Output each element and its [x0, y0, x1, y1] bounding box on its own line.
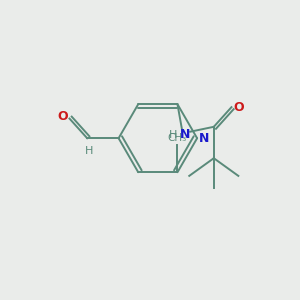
Text: CH₃: CH₃	[168, 133, 187, 143]
Text: N: N	[199, 132, 209, 145]
Text: O: O	[57, 110, 68, 123]
Text: N: N	[180, 128, 190, 141]
Text: H: H	[168, 130, 177, 140]
Text: H: H	[85, 146, 93, 156]
Text: O: O	[233, 101, 244, 114]
